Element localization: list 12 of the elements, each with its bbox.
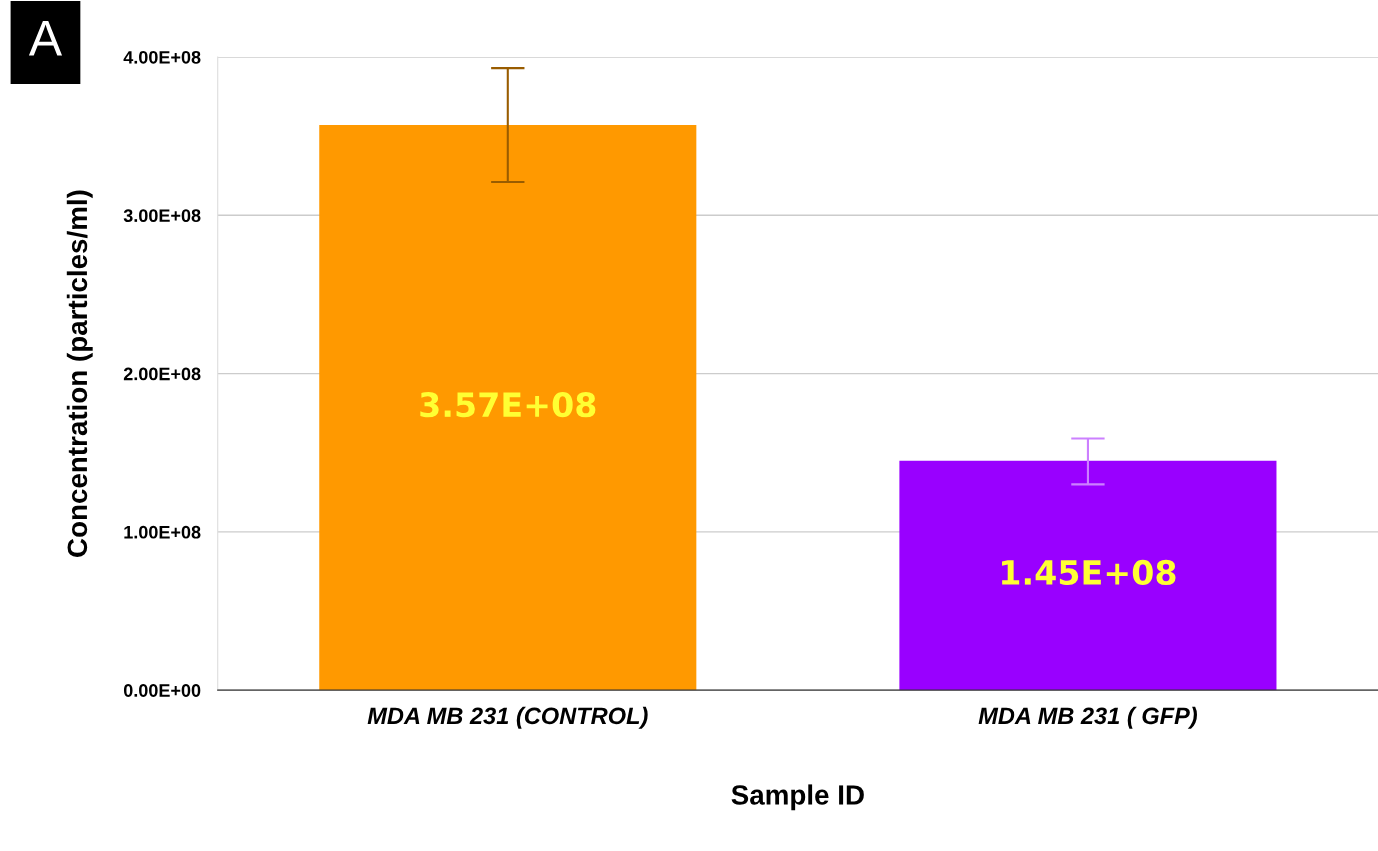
x-tick-label: MDA MB 231 ( GFP) xyxy=(978,706,1197,729)
y-tick-label: 4.00E+08 xyxy=(123,50,201,64)
x-axis-title: Sample ID xyxy=(731,784,864,811)
text: A xyxy=(28,21,63,56)
y-tick-label: 3.00E+08 xyxy=(123,209,201,223)
y-tick-label: 0.00E+00 xyxy=(123,684,201,697)
data-label: 3.57E+08 xyxy=(420,392,596,418)
y-tick-label: 2.00E+08 xyxy=(123,367,201,381)
data-label: 1.45E+08 xyxy=(1002,559,1176,586)
y-tick-label: 1.00E+08 xyxy=(124,525,201,539)
x-tick-label: MDA MB 231 (CONTROL) xyxy=(367,706,648,729)
y-axis-title: Concentration (particles/ml) xyxy=(66,190,93,557)
